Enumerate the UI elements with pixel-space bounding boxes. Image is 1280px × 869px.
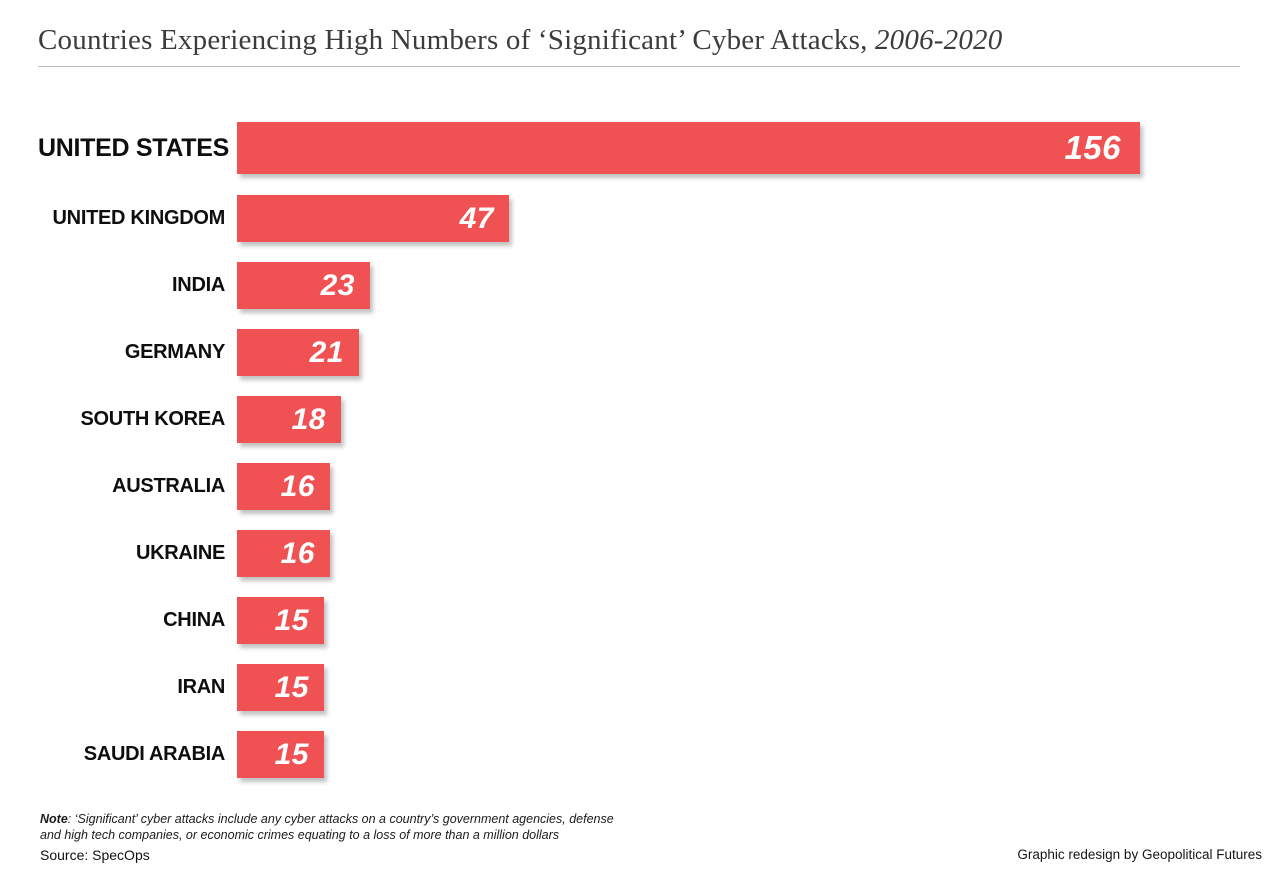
bar-row: UNITED KINGDOM 47: [38, 195, 1280, 242]
bar: 16: [237, 530, 330, 577]
country-label: SAUDI ARABIA: [83, 743, 226, 765]
title-divider: [38, 66, 1240, 67]
header: Countries Experiencing High Numbers of ‘…: [0, 0, 1280, 67]
bar-value-label: 47: [459, 201, 494, 235]
bar-value-label: 21: [309, 335, 344, 369]
country-label: UNITED KINGDOM: [52, 207, 226, 229]
bar: 21: [237, 329, 359, 376]
country-label: GERMANY: [124, 341, 225, 363]
bar-row: SAUDI ARABIA 15: [38, 731, 1280, 778]
country-label: CHINA: [163, 609, 225, 631]
bar: 156: [237, 122, 1140, 174]
bar-row: CHINA 15: [38, 597, 1280, 644]
source-text: Source: SpecOps: [40, 847, 150, 863]
bar: 15: [237, 597, 324, 644]
bar-value-label: 16: [280, 469, 315, 503]
bar-value-label: 15: [274, 670, 309, 704]
bar-row: AUSTRALIA 16: [38, 463, 1280, 510]
bar-value-label: 156: [1064, 129, 1121, 166]
country-label: AUSTRALIA: [112, 475, 225, 497]
bar-row: GERMANY 21: [38, 329, 1280, 376]
bar: 23: [237, 262, 370, 309]
bar-value-label: 15: [274, 603, 309, 637]
page-title: Countries Experiencing High Numbers of ‘…: [38, 24, 1240, 57]
bar-row: UKRAINE 16: [38, 530, 1280, 577]
note-text: Note: ‘Significant’ cyber attacks includ…: [40, 811, 615, 843]
bar-chart: UNITED STATES 156 UNITED KINGDOM 47 INDIA 23 G…: [0, 122, 1280, 778]
country-label: UKRAINE: [135, 542, 225, 564]
country-label: IRAN: [177, 676, 225, 698]
bar-value-label: 18: [291, 402, 326, 436]
bar: 47: [237, 195, 509, 242]
footer-left: Note: ‘Significant’ cyber attacks includ…: [40, 811, 615, 863]
bar-value-label: 23: [320, 268, 355, 302]
bar-row: UNITED STATES 156: [38, 122, 1280, 174]
bar-value-label: 16: [280, 536, 315, 570]
bar: 15: [237, 731, 324, 778]
bar-row: SOUTH KOREA 18: [38, 396, 1280, 443]
credit-text: Graphic redesign by Geopolitical Futures: [1017, 847, 1262, 862]
bar-row: INDIA 23: [38, 262, 1280, 309]
bar-value-label: 15: [274, 737, 309, 771]
country-label: INDIA: [172, 274, 225, 296]
bar-row: IRAN 15: [38, 664, 1280, 711]
footer: Note: ‘Significant’ cyber attacks includ…: [0, 811, 1280, 863]
bar: 16: [237, 463, 330, 510]
bar: 15: [237, 664, 324, 711]
note-label: Note: [40, 812, 68, 826]
page-title-main: Countries Experiencing High Numbers of ‘…: [38, 24, 868, 56]
note-body: : ‘Significant’ cyber attacks include an…: [40, 812, 614, 842]
country-label: UNITED STATES: [38, 133, 230, 162]
country-label: SOUTH KOREA: [80, 408, 226, 430]
bar: 18: [237, 396, 341, 443]
page-title-period: 2006-2020: [874, 24, 1003, 56]
